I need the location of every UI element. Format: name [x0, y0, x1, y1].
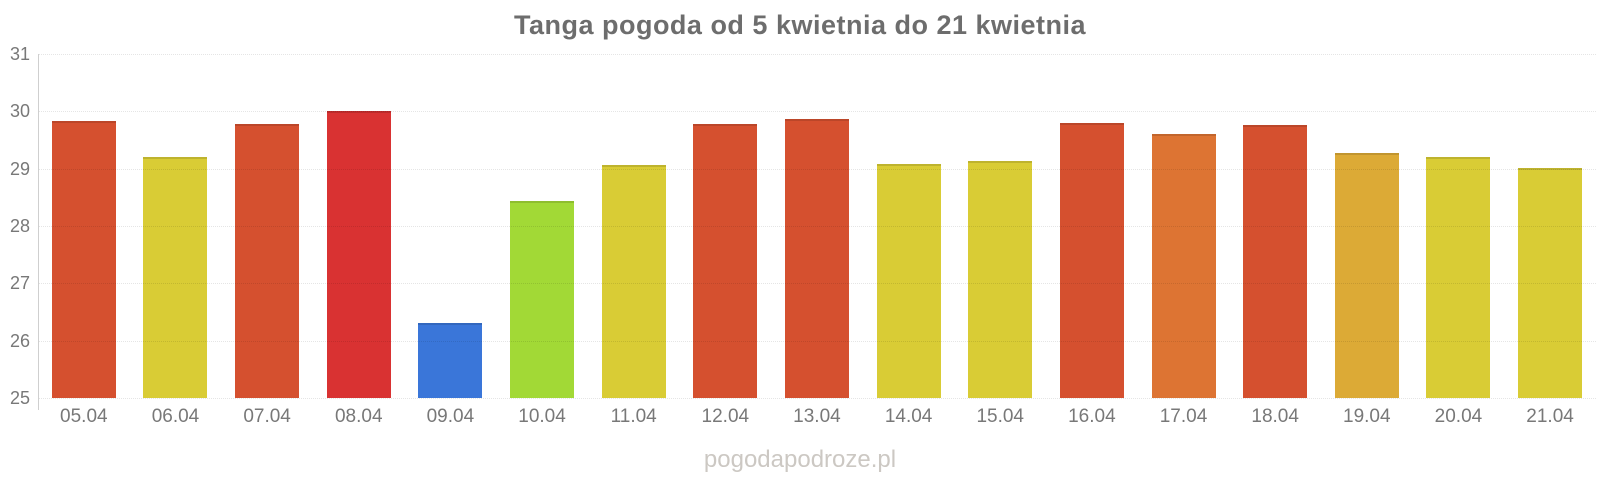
x-tick-label: 09.04	[426, 406, 475, 427]
bar-slot	[1138, 54, 1230, 398]
bar-slot	[954, 54, 1046, 398]
bar-slot	[588, 54, 680, 398]
x-tick-label: 07.04	[243, 406, 291, 427]
x-tick-label: 17.04	[1159, 406, 1208, 427]
gridline	[38, 283, 1596, 285]
temperature-bar-09.04[interactable]	[418, 323, 483, 398]
gridline	[38, 111, 1596, 113]
x-tick-label: 11.04	[610, 406, 657, 427]
bar-slot	[863, 54, 955, 398]
bar-slot	[1504, 54, 1596, 398]
bar-slot	[1413, 54, 1505, 398]
y-tick-label: 25	[9, 388, 30, 408]
temperature-bar-15.04[interactable]	[968, 161, 1033, 398]
chart-title: Tanga pogoda od 5 kwietnia do 21 kwietni…	[513, 10, 1087, 40]
x-tick-label: 13.04	[793, 406, 841, 427]
y-tick-label: 26	[9, 330, 30, 351]
temperature-bar-06.04[interactable]	[143, 156, 208, 398]
bar-slot	[221, 54, 313, 398]
x-tick-label: 15.04	[976, 406, 1024, 427]
temperature-bar-14.04[interactable]	[876, 164, 941, 398]
x-tick-label: 19.04	[1343, 406, 1391, 427]
x-tick-label: 06.04	[151, 406, 200, 427]
y-tick-label: 29	[9, 158, 30, 179]
temperature-bar-07.04[interactable]	[235, 123, 300, 398]
x-tick-label: 12.04	[701, 406, 750, 427]
temperature-bar-12.04[interactable]	[693, 123, 758, 398]
x-tick-label: 18.04	[1251, 406, 1299, 427]
x-axis-labels: 05.04 06.04 07.04 08.04 09.04 10.04 11.04 12.04…	[38, 406, 1596, 428]
bar-slot	[1321, 54, 1413, 398]
gridline	[38, 54, 1596, 55]
y-tick-label: 31	[9, 44, 30, 64]
y-tick-label: 30	[9, 101, 30, 122]
x-tick-label: 16.04	[1068, 406, 1116, 427]
temperature-bar-17.04[interactable]	[1151, 134, 1216, 398]
y-tick-label: 27	[9, 273, 30, 294]
bar-slot	[130, 54, 222, 398]
temperature-bar-16.04[interactable]	[1059, 123, 1124, 398]
gridline	[38, 340, 1596, 342]
bar-slot	[496, 54, 588, 398]
temperature-bar-10.04[interactable]	[510, 200, 575, 398]
temperature-bar-08.04[interactable]	[326, 111, 391, 398]
bar-slot	[1046, 54, 1138, 398]
x-tick-label: 08.04	[334, 406, 383, 427]
temperature-bar-18.04[interactable]	[1243, 124, 1308, 398]
x-tick-label: 05.04	[60, 406, 108, 427]
x-tick-label: 14.04	[884, 406, 933, 427]
bar-slot	[313, 54, 405, 398]
bar-slot	[405, 54, 497, 398]
bar-slot	[38, 54, 130, 398]
temperature-bar-19.04[interactable]	[1334, 152, 1399, 398]
temperature-bar-11.04[interactable]	[601, 165, 666, 398]
gridline	[38, 226, 1596, 227]
gridline	[38, 168, 1596, 170]
plot-area: 25 26 27 28 29 30 31	[10, 45, 1596, 410]
bar-slot	[1229, 54, 1321, 398]
temperature-bar-13.04[interactable]	[784, 119, 849, 398]
bar-slot	[679, 54, 771, 398]
x-tick-label: 10.04	[518, 406, 566, 427]
x-tick-label: 20.04	[1434, 406, 1483, 427]
x-tick-label: 21.04	[1526, 406, 1574, 427]
temperature-bar-21.04[interactable]	[1518, 167, 1583, 398]
bar-slot	[771, 54, 863, 398]
watermark: pogodapodroze.pl	[703, 446, 897, 473]
y-tick-label: 28	[9, 216, 30, 236]
temperature-bar-05.04[interactable]	[51, 121, 116, 398]
temperature-bar-20.04[interactable]	[1426, 156, 1491, 398]
bars-container	[38, 54, 1596, 398]
gridline	[38, 398, 1596, 399]
y-axis-line	[38, 54, 39, 410]
